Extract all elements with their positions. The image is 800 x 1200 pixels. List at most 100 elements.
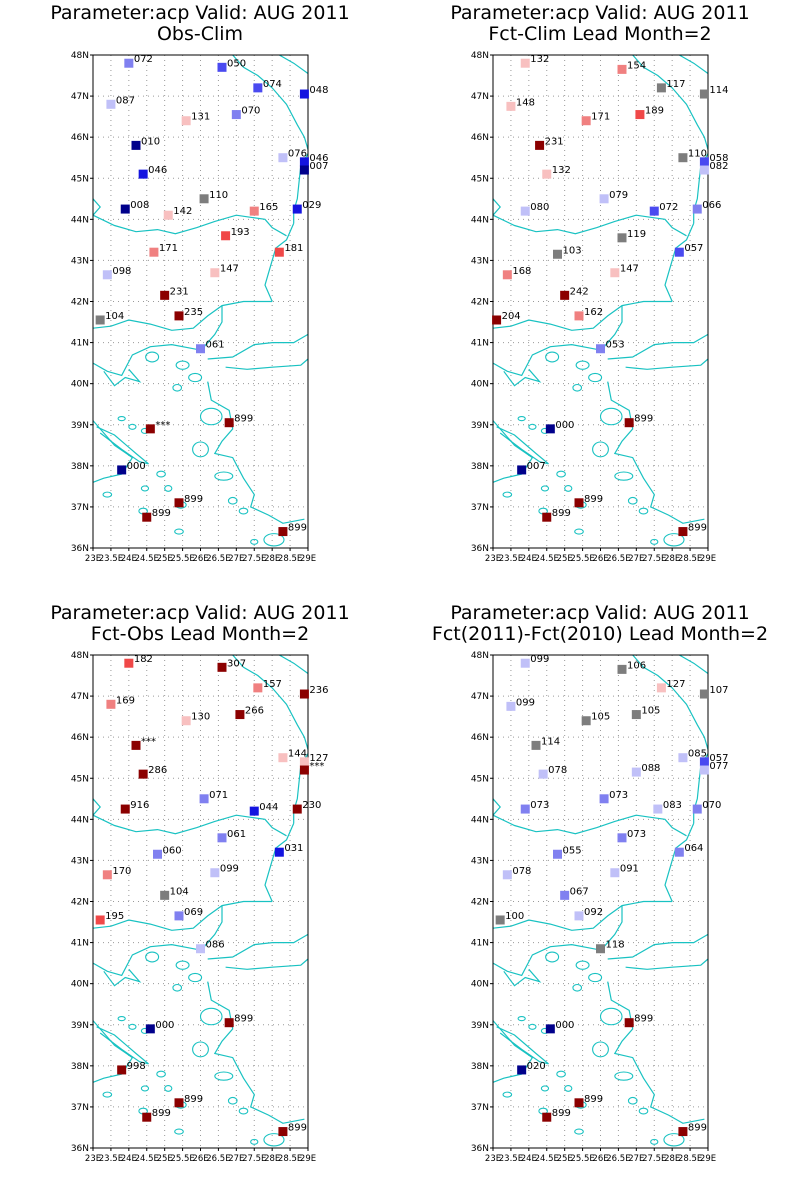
island-outline <box>172 383 183 392</box>
coastline <box>607 333 709 360</box>
station-marker <box>106 99 116 109</box>
station-marker <box>142 1112 152 1122</box>
station-value-label: 067 <box>570 886 589 897</box>
station-marker <box>535 140 545 150</box>
y-tick-label: 40N <box>71 380 89 390</box>
x-tick-label: 25.5E <box>570 554 594 564</box>
island-outline <box>214 471 234 481</box>
x-tick-label: 24E <box>121 1154 137 1164</box>
map-plot: 36N 37N 38N 39N 40N 41N 42N 43N 44N 45N 46N 47N 48N 2… <box>71 651 329 1164</box>
station-value-label: 195 <box>105 911 124 922</box>
panel-fct-obs: Parameter:acp Valid: AUG 2011 Fct-Obs Le… <box>0 600 400 1200</box>
station-marker <box>124 658 134 668</box>
station-value-label: 055 <box>563 845 582 856</box>
station-value-label: 154 <box>627 60 646 71</box>
station-value-label: 091 <box>620 864 639 875</box>
station-value-label: 899 <box>688 1123 707 1134</box>
island-outline <box>502 1091 513 1098</box>
coastline <box>625 358 709 370</box>
station-value-label: 170 <box>112 866 131 877</box>
chart-title: Parameter:acp Valid: AUG 2011 <box>50 2 350 24</box>
station-value-label: 230 <box>302 800 321 811</box>
station-value-label: 107 <box>709 685 728 696</box>
station-value-label: 046 <box>148 165 167 176</box>
y-tick-label: 36N <box>471 544 489 554</box>
coastline <box>492 814 687 837</box>
station-marker <box>299 157 309 167</box>
y-tick-label: 46N <box>71 133 89 143</box>
coastline <box>664 823 695 902</box>
y-axis: 36N 37N 38N 39N 40N 41N 42N 43N 44N 45N 46N 47N 48N <box>471 651 493 1154</box>
island-outline <box>117 415 126 422</box>
station-value-label: 916 <box>130 800 149 811</box>
coastline <box>632 54 709 150</box>
station-value-label: 899 <box>688 523 707 534</box>
y-tick-label: 41N <box>471 339 489 349</box>
x-tick-label: 27.5E <box>642 1154 666 1164</box>
station-marker <box>95 315 105 325</box>
station-value-label: 078 <box>548 765 567 776</box>
station-marker <box>635 110 645 120</box>
y-tick-label: 43N <box>471 856 489 866</box>
x-tick-label: 27E <box>628 1154 644 1164</box>
x-tick-label: 25.5E <box>170 554 194 564</box>
island-outline <box>227 1096 238 1105</box>
station-value-label: 131 <box>191 112 210 123</box>
station-marker <box>542 169 552 179</box>
station-value-label: 105 <box>641 706 660 717</box>
y-tick-label: 38N <box>71 1062 89 1072</box>
station-marker <box>210 868 220 878</box>
island-outline <box>564 485 573 492</box>
coastline <box>92 798 101 816</box>
panel-fct-diff: Parameter:acp Valid: AUG 2011 Fct(2011)-… <box>400 600 800 1200</box>
station-value-label: 087 <box>116 95 135 106</box>
station-marker <box>617 833 627 843</box>
x-tick-label: 24E <box>121 554 137 564</box>
station-marker <box>538 769 548 779</box>
coastline <box>603 905 623 948</box>
station-value-label: 098 <box>112 266 131 277</box>
station-marker <box>199 794 209 804</box>
station-value-label: 171 <box>159 243 178 254</box>
x-tick-label: 28E <box>264 1154 280 1164</box>
coastline <box>232 654 309 750</box>
station-value-label: 231 <box>545 136 564 147</box>
y-tick-label: 44N <box>71 815 89 825</box>
station-marker <box>492 315 502 325</box>
x-tick-label: 26.5E <box>606 1154 630 1164</box>
station-marker <box>553 249 562 259</box>
chart-subtitle: Fct-Clim Lead Month=2 <box>488 23 712 45</box>
y-tick-label: 43N <box>471 256 489 266</box>
station-marker <box>274 847 284 857</box>
island-outline <box>540 485 550 492</box>
station-value-label: 069 <box>184 907 203 918</box>
island-outline <box>502 491 513 498</box>
station-marker <box>224 418 234 428</box>
x-tick-label: 26E <box>192 1154 208 1164</box>
x-tick-label: 23E <box>85 1154 101 1164</box>
station-value-label: 007 <box>527 461 546 472</box>
station-marker <box>560 890 570 900</box>
station-value-label: 104 <box>170 886 189 897</box>
y-tick-label: 43N <box>71 856 89 866</box>
x-tick-label: 24.5E <box>535 1154 559 1164</box>
station-marker <box>531 740 541 750</box>
coastline <box>92 198 101 216</box>
station-marker <box>581 716 591 726</box>
station-marker <box>102 870 112 880</box>
station-value-label: 073 <box>609 790 628 801</box>
island-outline <box>517 415 526 422</box>
station-value-label: 899 <box>152 1108 171 1119</box>
y-tick-label: 47N <box>471 692 489 702</box>
x-tick-label: 25E <box>557 554 573 564</box>
station-value-label: 114 <box>709 85 728 96</box>
x-tick-label: 25.5E <box>570 1154 594 1164</box>
x-tick-label: 23.5E <box>499 1154 523 1164</box>
station-value-label: 899 <box>288 1123 307 1134</box>
station-marker <box>624 1018 634 1028</box>
y-tick-label: 37N <box>71 503 89 513</box>
station-marker <box>581 116 591 126</box>
island-outline <box>588 972 603 983</box>
island-outline <box>663 533 685 547</box>
station-value-label: 057 <box>709 753 728 764</box>
